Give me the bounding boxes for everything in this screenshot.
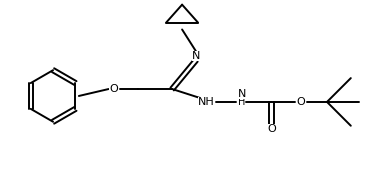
Text: O: O [297,97,306,107]
Text: NH: NH [197,97,214,107]
Text: H: H [238,97,245,107]
Text: O: O [109,84,118,94]
Text: O: O [267,124,276,134]
Text: N: N [237,89,246,99]
Text: N: N [192,51,200,61]
